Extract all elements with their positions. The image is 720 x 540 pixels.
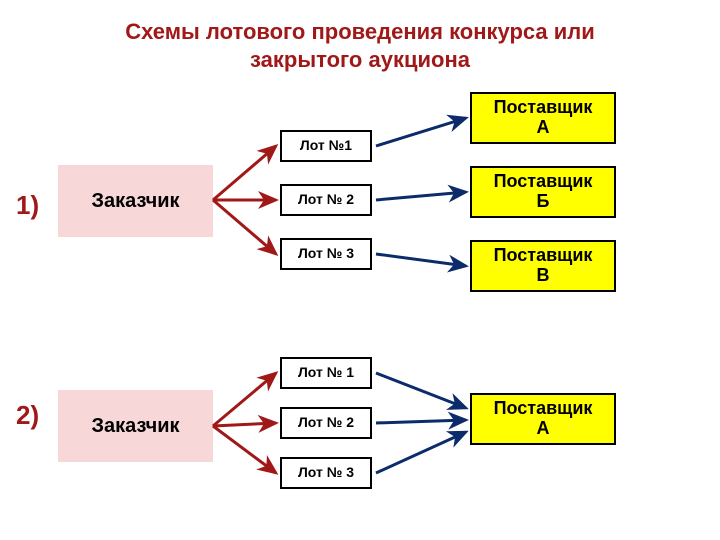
title-line2: закрытого аукциона [250, 47, 470, 72]
supplier-box-v-label: ПоставщикВ [494, 246, 593, 286]
supplier-box-a-label: ПоставщикА [494, 98, 593, 138]
lot-box-2-1-label: Лот № 1 [298, 365, 354, 380]
supplier-box-a2: ПоставщикА [470, 393, 616, 445]
arrow [213, 146, 276, 200]
arrow [213, 373, 276, 426]
arrow [213, 426, 276, 473]
supplier-box-v: ПоставщикВ [470, 240, 616, 292]
customer-box-2: Заказчик [58, 390, 213, 462]
lot-box-1-2: Лот № 2 [280, 184, 372, 216]
lot-box-2-1: Лот № 1 [280, 357, 372, 389]
arrow [376, 254, 466, 266]
lot-box-2-2: Лот № 2 [280, 407, 372, 439]
scheme-number-1: 1) [16, 190, 39, 221]
arrow [376, 373, 466, 408]
lot-box-1-3: Лот № 3 [280, 238, 372, 270]
customer-box-2-label: Заказчик [91, 415, 179, 437]
supplier-box-a2-label: ПоставщикА [494, 399, 593, 439]
lot-box-1-1: Лот №1 [280, 130, 372, 162]
supplier-box-b: ПоставщикБ [470, 166, 616, 218]
title-line1: Схемы лотового проведения конкурса или [125, 19, 595, 44]
supplier-box-b-label: ПоставщикБ [494, 172, 593, 212]
lot-box-1-2-label: Лот № 2 [298, 192, 354, 207]
customer-box-1-label: Заказчик [91, 190, 179, 212]
lot-box-1-1-label: Лот №1 [300, 138, 352, 153]
lot-box-2-3: Лот № 3 [280, 457, 372, 489]
arrow [376, 432, 466, 473]
arrow [213, 200, 276, 254]
diagram-title: Схемы лотового проведения конкурса или з… [0, 18, 720, 73]
arrow [376, 118, 466, 146]
lot-box-1-3-label: Лот № 3 [298, 246, 354, 261]
lot-box-2-3-label: Лот № 3 [298, 465, 354, 480]
arrow [376, 192, 466, 200]
customer-box-1: Заказчик [58, 165, 213, 237]
supplier-box-a: ПоставщикА [470, 92, 616, 144]
scheme-number-2: 2) [16, 400, 39, 431]
arrow [213, 423, 276, 426]
arrow [376, 420, 466, 423]
lot-box-2-2-label: Лот № 2 [298, 415, 354, 430]
